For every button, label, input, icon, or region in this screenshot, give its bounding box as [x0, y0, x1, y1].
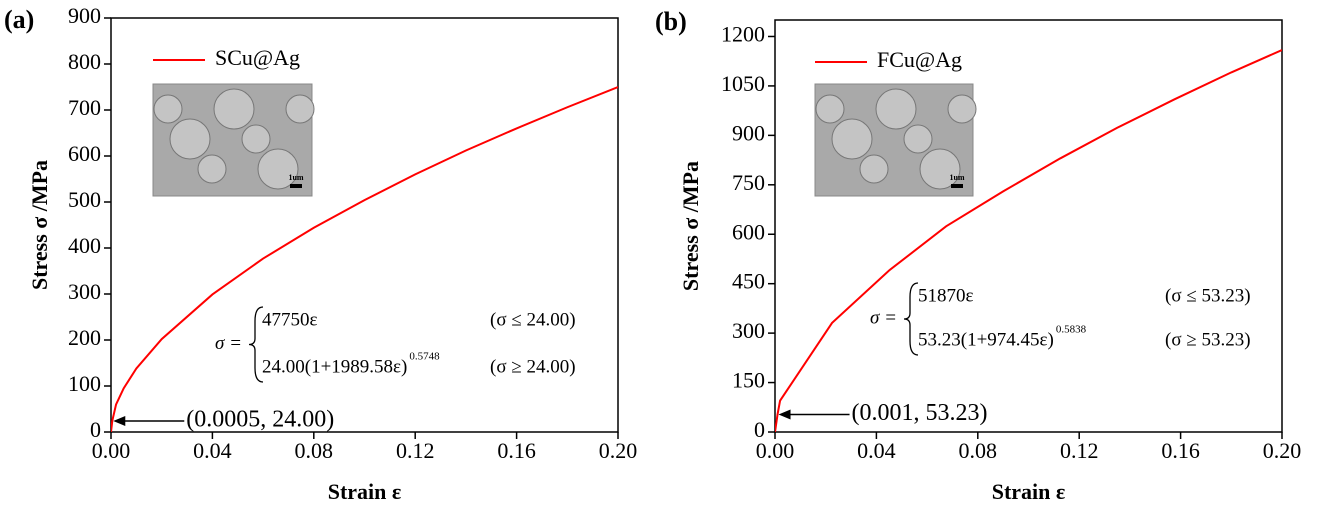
annotation-text: (0.001, 53.23) — [852, 400, 988, 426]
y-tick-label: 200 — [68, 325, 101, 350]
x-tick-label: 0.00 — [756, 438, 795, 463]
x-tick-label: 0.12 — [396, 438, 435, 463]
y-tick-label: 100 — [68, 371, 101, 396]
y-tick-label: 300 — [68, 279, 101, 304]
x-tick-label: 0.08 — [959, 438, 998, 463]
arrow-head — [778, 409, 791, 420]
inset-grain — [831, 118, 873, 160]
equation-condition: (σ ≤ 24.00) — [490, 309, 576, 330]
x-tick-label: 0.16 — [497, 438, 536, 463]
equation-exponent: 0.5838 — [1056, 324, 1087, 336]
x-tick-label: 0.20 — [1263, 438, 1302, 463]
equation-brace — [248, 306, 264, 383]
y-tick-label: 900 — [68, 3, 101, 28]
equation-expr: 51870ε — [918, 285, 974, 306]
y-tick-label: 0 — [90, 417, 101, 442]
panel-label: (b) — [655, 7, 687, 36]
curve — [111, 86, 618, 432]
inset-grain — [213, 88, 255, 130]
equation-expr: 47750ε — [262, 309, 318, 330]
equation-exponent: 0.5748 — [409, 351, 440, 363]
x-axis-title: Strain ε — [328, 479, 402, 504]
x-tick-label: 0.12 — [1060, 438, 1099, 463]
inset-scale-bar — [290, 184, 302, 188]
inset-scale-label: 1um — [288, 173, 303, 182]
inset-grain — [285, 94, 315, 124]
equation-condition: (σ ≥ 53.23) — [1165, 329, 1251, 350]
y-tick-label: 300 — [732, 318, 765, 343]
inset-grain — [947, 94, 977, 124]
y-tick-label: 0 — [754, 417, 765, 442]
y-tick-label: 450 — [732, 269, 765, 294]
curve — [775, 49, 1282, 432]
equation-lhs: σ = — [870, 307, 897, 328]
x-axis-title: Strain ε — [992, 479, 1066, 504]
plot-frame — [110, 17, 619, 433]
x-tick-label: 0.04 — [857, 438, 896, 463]
y-tick-label: 900 — [732, 120, 765, 145]
equation-brace — [903, 282, 919, 356]
inset-grain — [241, 124, 271, 154]
y-tick-label: 600 — [732, 219, 765, 244]
y-tick-label: 500 — [68, 187, 101, 212]
y-tick-label: 600 — [68, 141, 101, 166]
inset-grain — [859, 154, 889, 184]
annotation-text: (0.0005, 24.00) — [186, 406, 334, 432]
inset-grain — [903, 124, 933, 154]
x-tick-label: 0.04 — [193, 438, 232, 463]
equation-expr: 53.23(1+974.45ε) — [918, 329, 1054, 350]
inset-scale-bar — [951, 184, 963, 188]
equation-expr: 24.00(1+1989.58ε) — [262, 356, 407, 377]
inset-scale-label: 1um — [949, 173, 964, 182]
y-axis-title: Stress σ /MPa — [678, 161, 703, 291]
inset-grain — [815, 94, 845, 124]
equation-lhs: σ = — [215, 333, 242, 354]
arrow-head — [113, 415, 126, 426]
inset-grain — [257, 148, 299, 190]
y-tick-label: 1050 — [721, 71, 765, 96]
legend-label: SCu@Ag — [215, 45, 300, 70]
inset-grain — [875, 88, 917, 130]
inset-grain — [919, 148, 961, 190]
inset-grain — [197, 154, 227, 184]
x-tick-label: 0.08 — [295, 438, 334, 463]
y-tick-label: 150 — [732, 368, 765, 393]
equation-condition: (σ ≤ 53.23) — [1165, 285, 1251, 306]
equation-condition: (σ ≥ 24.00) — [490, 356, 576, 377]
inset-grain — [169, 118, 211, 160]
plot-frame — [774, 19, 1283, 433]
y-tick-label: 800 — [68, 49, 101, 74]
panel-label: (a) — [4, 5, 34, 34]
y-tick-label: 400 — [68, 233, 101, 258]
x-tick-label: 0.20 — [599, 438, 638, 463]
x-tick-label: 0.00 — [92, 438, 131, 463]
y-axis-title: Stress σ /MPa — [27, 160, 52, 290]
legend-label: FCu@Ag — [877, 47, 962, 72]
y-tick-label: 700 — [68, 95, 101, 120]
x-tick-label: 0.16 — [1161, 438, 1200, 463]
inset-grain — [153, 94, 183, 124]
y-tick-label: 750 — [732, 170, 765, 195]
y-tick-label: 1200 — [721, 22, 765, 47]
